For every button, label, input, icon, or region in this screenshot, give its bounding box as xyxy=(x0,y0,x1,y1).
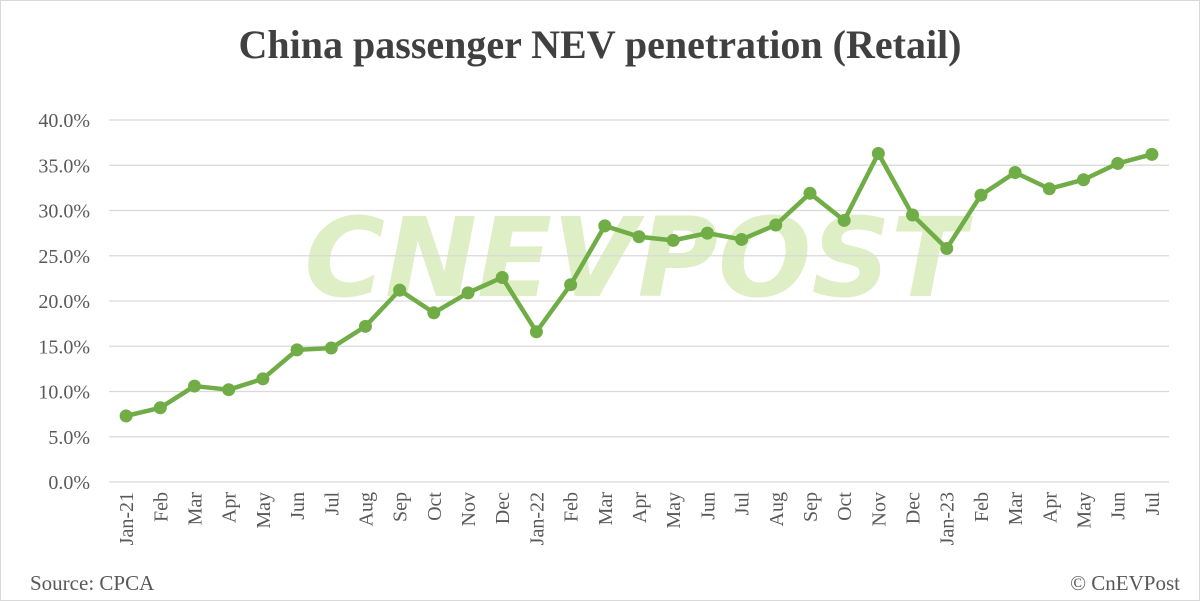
data-point xyxy=(187,379,201,393)
data-point xyxy=(324,341,338,355)
y-tick-label: 0.0% xyxy=(48,472,90,494)
data-point xyxy=(735,232,749,246)
data-point xyxy=(666,233,680,247)
x-tick-label: Jan-21 xyxy=(116,492,138,545)
y-tick-label: 20.0% xyxy=(38,291,90,313)
data-point xyxy=(1145,147,1159,161)
x-tick-label: Apr xyxy=(219,492,241,523)
x-tick-label: Oct xyxy=(424,492,446,521)
data-point xyxy=(769,218,783,232)
x-tick-label: Mar xyxy=(184,492,206,526)
source-note: Source: CPCA xyxy=(30,571,155,595)
data-point xyxy=(1077,173,1091,187)
data-point xyxy=(598,219,612,233)
x-tick-label: Dec xyxy=(492,492,514,524)
y-tick-label: 30.0% xyxy=(38,201,90,223)
y-tick-label: 25.0% xyxy=(38,246,90,268)
x-tick-label: May xyxy=(253,492,275,529)
x-tick-label: Nov xyxy=(868,492,890,526)
data-point xyxy=(1008,165,1022,179)
x-tick-label: Aug xyxy=(766,492,788,526)
data-point xyxy=(461,286,475,300)
x-tick-label: Jul xyxy=(732,492,754,516)
data-point xyxy=(393,283,407,297)
x-tick-label: Dec xyxy=(903,492,925,524)
data-point xyxy=(803,186,817,200)
x-tick-label: Jan-22 xyxy=(526,492,548,545)
x-tick-label: Apr xyxy=(629,492,651,523)
x-tick-label: Feb xyxy=(150,492,172,522)
data-point xyxy=(1111,156,1125,170)
x-tick-label: Jul xyxy=(1142,492,1164,516)
data-point xyxy=(290,343,304,357)
data-point xyxy=(358,319,372,333)
x-tick-label: Jan-23 xyxy=(937,492,959,545)
data-point xyxy=(119,409,133,423)
data-point xyxy=(632,230,646,244)
y-tick-label: 15.0% xyxy=(38,336,90,358)
y-tick-label: 40.0% xyxy=(38,110,90,132)
y-tick-label: 35.0% xyxy=(38,155,90,177)
data-point xyxy=(906,208,920,222)
x-tick-label: Apr xyxy=(1039,492,1061,523)
x-tick-label: Sep xyxy=(800,492,822,522)
x-tick-label: Jun xyxy=(287,492,309,520)
data-point xyxy=(871,146,885,160)
credit: © CnEVPost xyxy=(1070,571,1180,595)
x-tick-label: Jun xyxy=(1108,492,1130,520)
y-tick-label: 5.0% xyxy=(48,427,90,449)
x-tick-label: Mar xyxy=(1005,492,1027,526)
chart-title: China passenger NEV penetration (Retail) xyxy=(239,22,962,67)
data-point xyxy=(564,278,578,292)
x-tick-label: Nov xyxy=(458,492,480,526)
data-point xyxy=(940,242,954,256)
data-point xyxy=(837,213,851,227)
x-tick-label: Mar xyxy=(595,492,617,526)
data-point xyxy=(700,226,714,240)
data-point xyxy=(256,372,270,386)
x-tick-label: Feb xyxy=(561,492,583,522)
x-tick-label: Sep xyxy=(390,492,412,522)
y-tick-label: 10.0% xyxy=(38,382,90,404)
data-point xyxy=(495,270,509,284)
data-point xyxy=(529,325,543,339)
x-tick-label: May xyxy=(663,492,685,529)
watermark: CNEVPOST xyxy=(304,194,973,322)
data-point xyxy=(974,188,988,202)
x-tick-label: Jul xyxy=(321,492,343,516)
x-tick-label: May xyxy=(1074,492,1096,529)
x-tick-label: Jun xyxy=(697,492,719,520)
x-tick-label: Aug xyxy=(355,492,377,526)
x-tick-label: Feb xyxy=(971,492,993,522)
data-point xyxy=(153,401,167,415)
data-point xyxy=(222,383,236,397)
x-tick-label: Oct xyxy=(834,492,856,521)
data-point xyxy=(427,306,441,320)
data-point xyxy=(1042,182,1056,196)
